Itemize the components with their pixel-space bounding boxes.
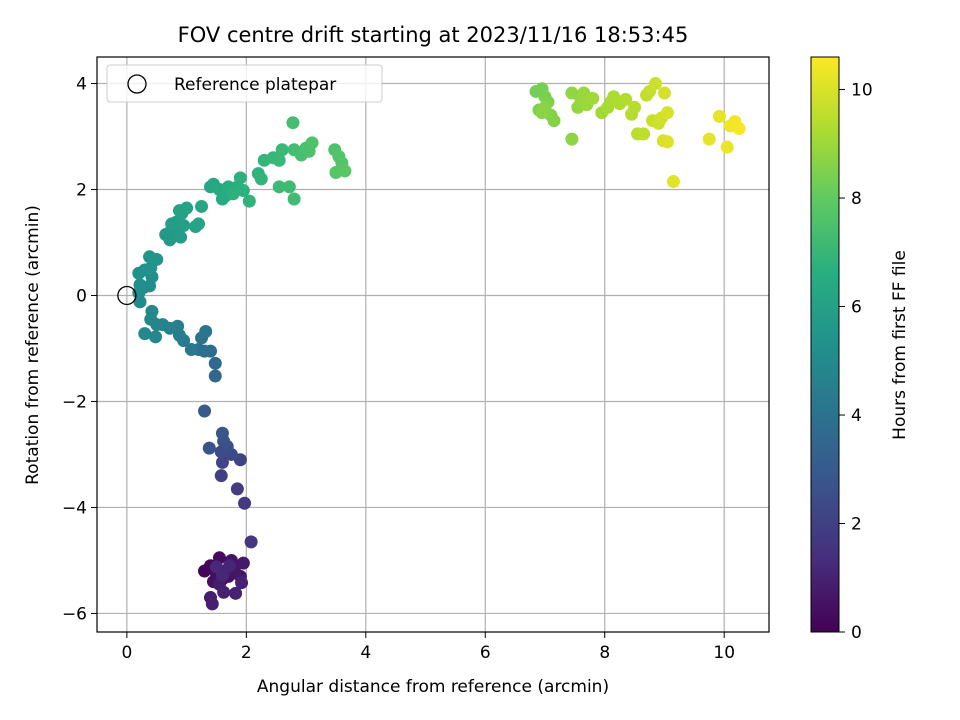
data-point: [282, 180, 296, 194]
data-point: [236, 556, 250, 570]
y-tick-label: 2: [76, 180, 87, 200]
data-point: [657, 86, 671, 100]
data-point: [244, 535, 258, 549]
data-points: [132, 76, 746, 611]
data-point: [649, 76, 663, 90]
data-point: [217, 585, 231, 599]
data-point: [202, 441, 216, 455]
data-point: [163, 233, 177, 247]
data-point: [565, 86, 579, 100]
data-point: [177, 219, 191, 233]
colorbar-tick-label: 2: [851, 515, 862, 535]
reference-point: [117, 285, 137, 306]
data-point: [208, 369, 222, 383]
y-tick-label: 4: [76, 74, 87, 94]
data-point: [637, 127, 651, 141]
data-point: [720, 140, 734, 154]
data-point: [145, 304, 159, 318]
y-tick-label: −4: [62, 498, 87, 518]
colorbar-tick-label: 10: [851, 81, 873, 101]
data-point: [195, 199, 209, 213]
colorbar-tick-label: 8: [851, 189, 862, 209]
legend-label: Reference platepar: [174, 75, 336, 95]
data-point: [208, 356, 222, 370]
colorbar-ticks: 0 2 4 6 8 10: [839, 81, 873, 643]
x-tick-label: 2: [241, 643, 252, 663]
data-point: [229, 586, 243, 600]
data-point: [230, 482, 244, 496]
data-point: [666, 175, 680, 189]
data-point: [242, 194, 256, 208]
colorbar: 0 2 4 6 8 10 Hours from first FF file: [810, 56, 910, 643]
data-point: [138, 327, 152, 341]
y-axis-label: Rotation from reference (arcmin): [23, 205, 43, 485]
legend: Reference platepar: [106, 64, 383, 103]
x-tick-label: 4: [360, 643, 371, 663]
legend-box: [106, 64, 383, 103]
data-point: [199, 325, 213, 339]
plot-frame: [96, 56, 770, 633]
x-tick-label: 6: [480, 643, 491, 663]
data-point: [712, 109, 726, 123]
data-point: [565, 132, 579, 146]
data-point: [226, 187, 240, 201]
data-point: [133, 278, 147, 292]
x-tick-label: 8: [599, 643, 610, 663]
data-point: [214, 469, 228, 483]
data-point: [205, 597, 219, 611]
data-point: [272, 153, 286, 167]
data-point: [236, 184, 250, 198]
data-point: [338, 164, 352, 178]
data-point: [238, 496, 252, 510]
data-point: [174, 230, 188, 244]
data-point: [547, 114, 561, 128]
data-point: [215, 426, 229, 440]
data-point: [143, 250, 157, 264]
data-point: [165, 217, 179, 231]
data-point: [254, 172, 268, 186]
data-point: [233, 171, 247, 185]
data-point: [275, 143, 289, 157]
y-axis-ticks: −6 −4 −2 0 2 4: [62, 74, 97, 624]
data-point: [149, 330, 163, 344]
colorbar-gradient: [810, 56, 840, 633]
y-tick-label: −6: [62, 604, 87, 624]
reference-marker: [117, 285, 137, 306]
x-tick-label: 10: [713, 643, 735, 663]
data-point: [619, 92, 633, 106]
data-point: [192, 217, 206, 231]
data-point: [198, 404, 212, 418]
data-point: [223, 559, 237, 573]
data-point: [215, 455, 229, 469]
data-point: [660, 135, 674, 149]
x-axis-ticks: 0 2 4 6 8 10: [121, 632, 735, 663]
y-tick-label: 0: [76, 286, 87, 306]
data-point: [586, 91, 600, 105]
x-tick-label: 0: [121, 643, 132, 663]
data-point: [235, 576, 249, 590]
data-point: [286, 116, 300, 130]
data-point: [628, 100, 642, 114]
data-point: [305, 136, 319, 150]
data-point: [180, 201, 194, 215]
data-point: [732, 122, 746, 136]
data-point: [209, 560, 223, 574]
data-point: [660, 106, 674, 120]
colorbar-tick-label: 6: [851, 298, 862, 318]
data-point: [287, 192, 301, 206]
colorbar-tick-label: 4: [851, 406, 862, 426]
y-tick-label: −2: [62, 392, 87, 412]
colorbar-tick-label: 0: [851, 623, 862, 643]
data-point: [272, 180, 286, 194]
data-point: [184, 343, 198, 357]
data-point: [702, 132, 716, 146]
legend-marker: [127, 74, 147, 94]
chart-title: FOV centre drift starting at 2023/11/16 …: [178, 23, 689, 47]
colorbar-label: Hours from first FF file: [890, 250, 910, 440]
data-point: [535, 106, 549, 120]
x-axis-label: Angular distance from reference (arcmin): [257, 677, 609, 697]
